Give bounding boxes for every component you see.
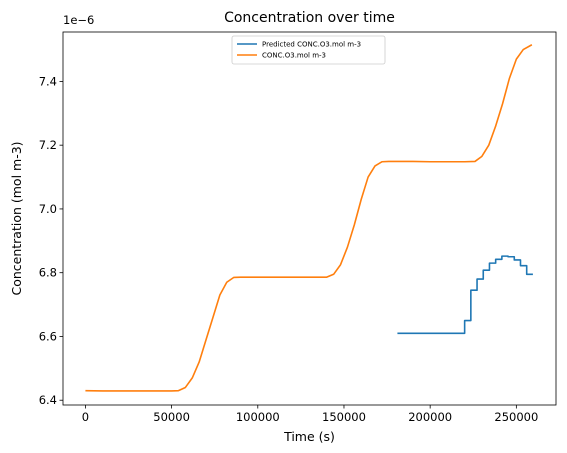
x-tick-label: 0 [82, 410, 89, 424]
legend-label: CONC.O3.mol m-3 [262, 52, 326, 60]
series-line-1 [397, 255, 533, 335]
y-tick-label: 7.0 [39, 202, 57, 216]
legend-label: Predicted CONC.O3.mol m-3 [262, 41, 361, 49]
chart-title: Concentration over time [224, 10, 395, 26]
y-tick-label: 7.2 [39, 138, 57, 152]
x-axis-label: Time (s) [283, 429, 335, 444]
y-tick-label: 6.6 [39, 329, 57, 343]
series-layer [85, 44, 533, 392]
x-axis: 0 50000 100000 150000 200000 250000 [82, 405, 538, 424]
y-axis-label: Concentration (mol m-3) [9, 141, 24, 295]
x-tick-label: 50000 [153, 410, 190, 424]
y-tick-label: 6.8 [39, 266, 57, 280]
y-tick-label: 6.4 [39, 393, 57, 407]
x-tick-label: 250000 [494, 410, 538, 424]
legend-box [231, 35, 386, 65]
series-line-2 [85, 44, 533, 392]
y-tick-label: 7.4 [39, 74, 57, 88]
x-tick-label: 100000 [236, 410, 280, 424]
legend: Predicted CONC.O3.mol m-3 CONC.O3.mol m-3 [231, 35, 386, 65]
x-tick-label: 150000 [322, 410, 366, 424]
y-axis: 6.4 6.6 6.8 7.0 7.2 7.4 [39, 74, 63, 407]
y-axis-offset-text: 1e−6 [63, 13, 94, 27]
x-tick-label: 200000 [408, 410, 452, 424]
plot-frame [62, 31, 557, 406]
